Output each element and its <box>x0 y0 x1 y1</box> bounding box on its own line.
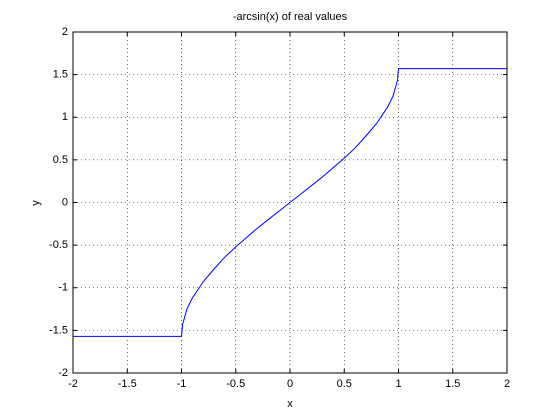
x-tick-label: -2 <box>68 378 78 390</box>
y-tick-label: 2 <box>62 26 68 38</box>
y-tick-label: 0 <box>62 196 68 208</box>
axes-box <box>72 31 508 374</box>
x-tick-label: -0.5 <box>226 378 245 390</box>
y-axis-label: y <box>30 200 42 206</box>
y-tick-label: -1.5 <box>49 324 68 336</box>
data-line <box>73 68 507 337</box>
y-tick-label: 0.5 <box>53 154 68 166</box>
x-tick-label: 1 <box>395 378 401 390</box>
y-tick-label: -1 <box>58 282 68 294</box>
x-tick-label: 2 <box>504 378 510 390</box>
y-tick-label: -2 <box>58 367 68 379</box>
chart-title: -arcsin(x) of real values <box>233 11 348 23</box>
x-tick-label: -1.5 <box>118 378 137 390</box>
x-tick-label: 0.5 <box>337 378 352 390</box>
y-tick-label: 1.5 <box>53 69 68 81</box>
x-tick-label: -1 <box>177 378 187 390</box>
x-tick-label: 1.5 <box>445 378 460 390</box>
x-axis-label: x <box>287 398 293 410</box>
x-tick-label: 0 <box>287 378 293 390</box>
y-tick-label: 1 <box>62 111 68 123</box>
y-tick-label: -0.5 <box>49 239 68 251</box>
